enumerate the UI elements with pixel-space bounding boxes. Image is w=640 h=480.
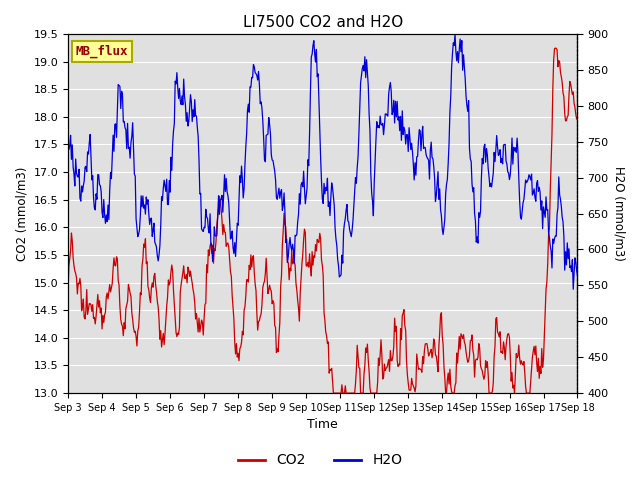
Y-axis label: H2O (mmol/m3): H2O (mmol/m3) bbox=[612, 166, 625, 261]
H2O bbox=[404, 149, 412, 155]
CO2 bbox=[154, 304, 162, 310]
X-axis label: Time: Time bbox=[307, 419, 338, 432]
Line: CO2: CO2 bbox=[68, 48, 577, 393]
H2O bbox=[195, 157, 203, 163]
Text: MB_flux: MB_flux bbox=[76, 45, 128, 58]
CO2 bbox=[330, 390, 337, 396]
CO2 bbox=[365, 369, 373, 374]
CO2 bbox=[552, 45, 559, 51]
CO2 bbox=[294, 305, 302, 311]
H2O bbox=[364, 83, 372, 88]
H2O bbox=[294, 212, 302, 217]
H2O bbox=[573, 273, 581, 279]
CO2 bbox=[573, 117, 581, 122]
Title: LI7500 CO2 and H2O: LI7500 CO2 and H2O bbox=[243, 15, 403, 30]
H2O bbox=[154, 258, 162, 264]
CO2 bbox=[195, 315, 203, 321]
H2O bbox=[64, 147, 72, 153]
CO2 bbox=[64, 287, 72, 292]
Legend: CO2, H2O: CO2, H2O bbox=[232, 448, 408, 473]
CO2 bbox=[405, 387, 413, 393]
CO2 bbox=[449, 390, 456, 396]
H2O bbox=[570, 287, 577, 292]
H2O bbox=[448, 65, 456, 71]
Y-axis label: CO2 (mmol/m3): CO2 (mmol/m3) bbox=[15, 167, 28, 261]
Line: H2O: H2O bbox=[68, 34, 577, 289]
H2O bbox=[451, 31, 459, 37]
